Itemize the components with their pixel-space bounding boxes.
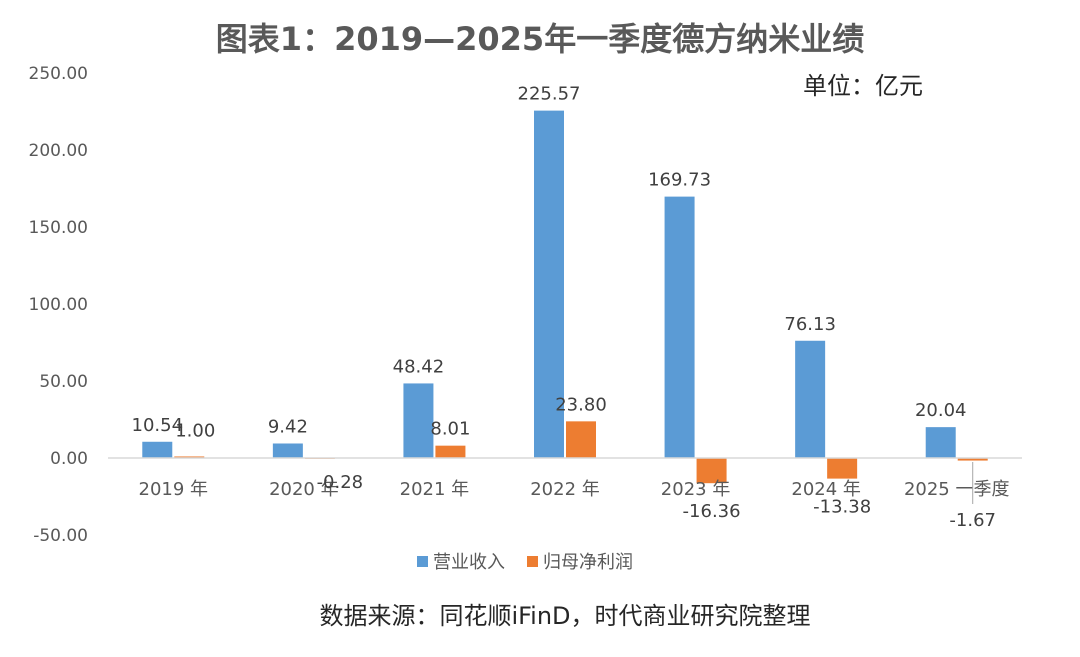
data-labels: 10.541.00 9.42 -0.28 48.42 8.01 225.57 23.80 16… — [132, 84, 996, 531]
y-tick-label: 200.00 — [29, 141, 88, 161]
x-tick-label: 2022 年 — [530, 479, 600, 500]
revenue-bar — [534, 110, 564, 459]
y-tick-label: 150.00 — [29, 218, 88, 238]
net-profit-bar — [174, 456, 205, 458]
revenue-data-label: 20.04 — [915, 400, 967, 421]
legend-swatch-revenue — [417, 556, 428, 567]
revenue-data-label: 76.13 — [784, 314, 836, 335]
revenue-data-label: 9.42 — [268, 416, 308, 437]
legend: 营业收入 归母净利润 — [417, 552, 633, 573]
x-axis: 2019 年 2020 年 2021 年 2022 年 2023 年 2024 年 2025… — [139, 479, 1010, 500]
y-tick-label: 50.00 — [39, 372, 88, 392]
legend-label-net-profit: 归母净利润 — [543, 552, 633, 573]
x-tick-label: 2023 年 — [661, 479, 731, 500]
revenue-bar — [142, 441, 173, 458]
revenue-data-label: 225.57 — [518, 84, 581, 105]
net-profit-data-label: 8.01 — [430, 419, 470, 440]
chart-title: 图表1：2019—2025年一季度德方纳米业绩 — [215, 20, 865, 58]
legend-swatch-net-profit — [527, 556, 538, 567]
x-tick-label: 2020 年 — [269, 479, 339, 500]
revenue-data-label: 10.54 — [132, 415, 184, 436]
y-tick-label: 250.00 — [29, 64, 88, 84]
legend-label-revenue: 营业收入 — [433, 552, 505, 573]
y-tick-label: 0.00 — [50, 449, 88, 469]
net-profit-data-label: -1.67 — [949, 510, 996, 531]
net-profit-bar — [957, 458, 988, 461]
x-tick-label: 2021 年 — [400, 479, 470, 500]
revenue-data-label: 169.73 — [648, 170, 711, 191]
net-profit-data-label: 1.00 — [175, 420, 215, 441]
y-tick-label: 100.00 — [29, 295, 88, 315]
revenue-data-label: 48.42 — [393, 356, 445, 377]
unit-label: 单位：亿元 — [803, 72, 923, 100]
revenue-bar — [795, 340, 826, 458]
x-tick-label: 2024 年 — [791, 479, 861, 500]
revenue-bar — [664, 196, 695, 459]
y-tick-label: -50.00 — [33, 526, 88, 546]
bar-marks — [142, 110, 988, 484]
x-tick-label: 2019 年 — [139, 479, 209, 500]
net-profit-data-label: -16.36 — [683, 501, 741, 522]
y-axis: 250.00 200.00 150.00 100.00 50.00 0.00 -50.00 — [29, 64, 88, 546]
net-profit-bar — [696, 458, 727, 484]
data-source-note: 数据来源：同花顺iFinD，时代商业研究院整理 — [319, 602, 811, 630]
x-tick-label: 2025 一季度 — [904, 479, 1010, 500]
net-profit-bar — [566, 421, 596, 458]
revenue-bar — [403, 383, 434, 458]
net-profit-bar — [435, 445, 466, 458]
bar-chart: 250.00200.00150.00100.0050.000.00-50.00 … — [29, 64, 1022, 573]
net-profit-data-label: 23.80 — [555, 394, 607, 415]
net-profit-data-label: -13.38 — [813, 497, 871, 518]
revenue-bar — [925, 427, 956, 458]
revenue-bar — [272, 443, 303, 458]
net-profit-bar — [827, 458, 858, 479]
net-profit-data-label: -0.28 — [317, 472, 364, 493]
